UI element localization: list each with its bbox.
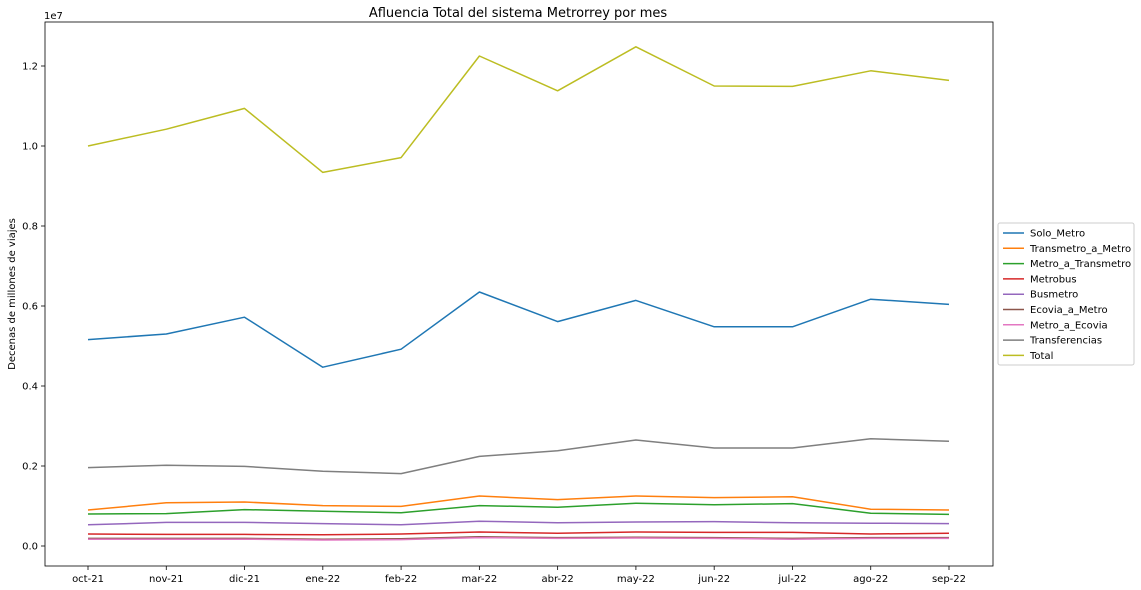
y-tick-label: 0.6	[22, 302, 38, 313]
x-tick-label: nov-21	[149, 574, 183, 585]
series-line-total	[87, 46, 950, 174]
y-tick-label: 0.8	[22, 222, 38, 233]
legend-label-total: Total	[1029, 351, 1053, 362]
x-tick-label: sep-22	[932, 574, 966, 585]
x-axis: oct-21 nov-21 dic-21 ene-22 feb-22 mar-22 abr-…	[72, 566, 966, 585]
x-tick-label: dic-21	[229, 574, 260, 585]
x-tick-label: may-22	[617, 574, 655, 585]
y-axis-label: Decenas de millones de viajes	[7, 218, 18, 370]
series-line-transferencias	[87, 438, 950, 475]
legend-frame	[997, 222, 1135, 366]
legend-label-transmetro-a-metro: Transmetro_a_Metro	[1029, 244, 1131, 255]
plot-area	[87, 46, 950, 541]
legend-label-solo-metro: Solo_Metro	[1030, 229, 1085, 240]
series-line-transmetro-a-metro	[87, 495, 950, 511]
x-tick-label: ene-22	[305, 574, 340, 585]
legend-label-metro-a-ecovia: Metro_a_Ecovia	[1030, 320, 1108, 331]
x-tick-label: mar-22	[462, 574, 498, 585]
legend-label-transferencias: Transferencias	[1029, 336, 1102, 347]
x-tick-label: jun-22	[697, 574, 730, 585]
x-tick-label: ago-22	[853, 574, 888, 585]
x-tick-label: jul-22	[777, 574, 806, 585]
series-line-busmetro	[87, 520, 950, 526]
legend-label-metro-a-transmetro: Metro_a_Transmetro	[1030, 259, 1131, 270]
series-line-metro-a-transmetro	[87, 502, 950, 516]
series-line-metro-a-ecovia	[88, 536, 949, 541]
y-tick-label: 0.4	[22, 382, 38, 393]
y-axis: 0.0 0.2 0.4 0.6 0.8 1.0 1.2	[22, 62, 45, 553]
y-tick-label: 0.2	[22, 462, 38, 473]
series-line-solo-metro	[87, 291, 950, 368]
x-tick-label: abr-22	[541, 574, 573, 585]
legend: Solo_Metro Transmetro_a_Metro Metro_a_Tran…	[997, 222, 1135, 366]
legend-label-busmetro: Busmetro	[1030, 290, 1078, 301]
series-line-ecovia-a-metro	[88, 536, 949, 540]
y-tick-label: 1.2	[22, 62, 38, 73]
y-tick-label: 0.0	[22, 542, 38, 553]
x-tick-label: oct-21	[72, 574, 104, 585]
legend-label-metrobus: Metrobus	[1030, 274, 1077, 285]
x-tick-label: feb-22	[385, 574, 417, 585]
axes-frame	[44, 21, 994, 567]
series-line-metrobus	[87, 531, 950, 536]
chart-title: Afluencia Total del sistema Metrorrey po…	[369, 6, 668, 21]
legend-label-ecovia-a-metro: Ecovia_a_Metro	[1030, 305, 1108, 316]
y-tick-label: 1.0	[22, 142, 38, 153]
y-axis-offset-label: 1e7	[44, 11, 63, 22]
